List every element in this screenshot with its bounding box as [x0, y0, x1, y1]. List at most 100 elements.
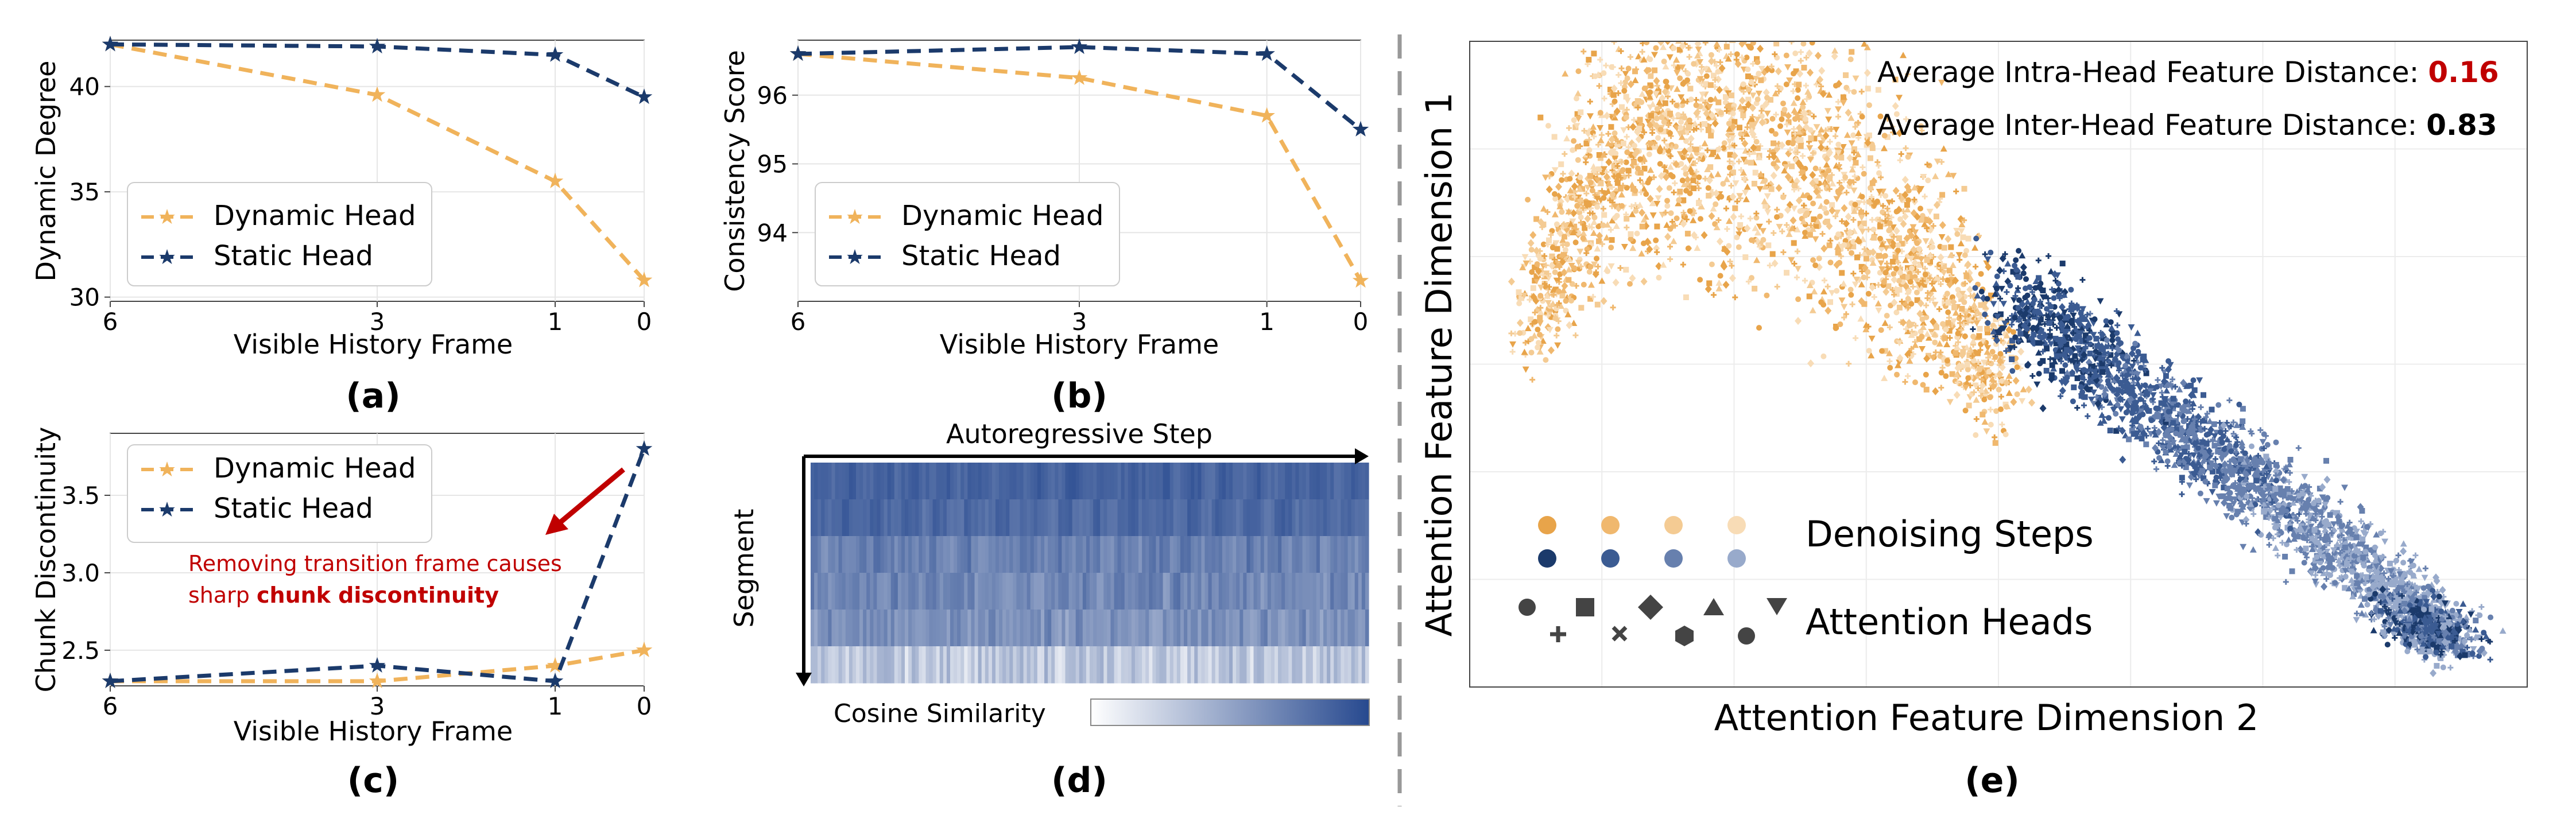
- scatter-point: [2012, 334, 2019, 340]
- scatter-point: [1856, 5, 1863, 13]
- heatmap-cell: [912, 536, 916, 573]
- scatter-point: [1833, 261, 1841, 269]
- scatter-point: [1932, 339, 1938, 346]
- heatmap-cell: [1030, 536, 1035, 573]
- heatmap-cell: [1225, 573, 1230, 610]
- scatter-point: [1676, 130, 1683, 137]
- heatmap-cell: [1009, 646, 1013, 684]
- scatter-point: [1920, 173, 1927, 180]
- scatter-point: [1664, 232, 1672, 241]
- y-tick-label: 3.0: [61, 559, 100, 587]
- dynamic-head-marker: [547, 172, 564, 188]
- heatmap-cell: [960, 646, 964, 684]
- scatter-point: [1567, 187, 1574, 193]
- scatter-point: [1696, 174, 1702, 180]
- scatter-point: [1888, 302, 1894, 309]
- scatter-point: [1578, 109, 1584, 115]
- scatter-point: [1812, 262, 1819, 269]
- heatmap-cell: [1131, 499, 1136, 537]
- scatter-point: [1850, 270, 1857, 277]
- heatmap-cell: [1163, 463, 1167, 500]
- scatter-point: [2400, 560, 2407, 566]
- scatter-point: [2017, 347, 2025, 356]
- scatter-point: [1605, 131, 1612, 137]
- scatter-point: [1839, 28, 1845, 33]
- scatter-point: [1586, 223, 1593, 230]
- scatter-point: [1628, 236, 1634, 242]
- scatter-point: [2179, 405, 2186, 411]
- scatter-point: [1558, 302, 1565, 309]
- static-head-marker: [547, 672, 564, 688]
- scatter-point: [1576, 249, 1584, 255]
- heatmap-cell: [845, 499, 850, 537]
- scatter-point: [1853, 277, 1860, 284]
- scatter-point: [1509, 341, 1517, 348]
- heatmap-cell: [1285, 610, 1289, 647]
- scatter-point: [1761, 21, 1767, 26]
- heatmap-cell: [814, 499, 818, 537]
- heatmap-cell: [1257, 646, 1261, 684]
- scatter-point: [1605, 180, 1613, 187]
- scatter-point: [1899, 240, 1905, 247]
- scatter-point: [2146, 408, 2152, 414]
- heatmap-cell: [967, 646, 972, 684]
- scatter-point: [1902, 282, 1909, 290]
- scatter-point: [1924, 295, 1931, 301]
- scatter-point: [1955, 362, 1963, 370]
- heatmap-cell: [894, 646, 898, 684]
- heatmap-cell: [821, 499, 825, 537]
- scatter-point: [1859, 193, 1865, 200]
- scatter-point: [1575, 143, 1581, 150]
- scatter-point: [2090, 389, 2097, 396]
- heatmap-cell: [1299, 610, 1303, 647]
- heatmap-cell: [1201, 463, 1206, 500]
- scatter-point: [1689, 2, 1695, 8]
- scatter-point: [2197, 490, 2203, 496]
- scatter-point: [1681, 212, 1687, 218]
- heatmap-cell: [1218, 646, 1223, 684]
- scatter-point: [2342, 568, 2349, 575]
- scatter-point: [1953, 350, 1959, 356]
- heatmap-cell: [1306, 499, 1310, 537]
- heatmap-cell: [1295, 463, 1300, 500]
- heatmap-cell: [811, 536, 815, 573]
- scatter-point: [1754, 96, 1761, 103]
- scatter-point: [1823, 154, 1831, 163]
- scatter-point: [1785, 111, 1792, 120]
- scatter-point: [2010, 398, 2017, 406]
- scatter-point: [1711, 119, 1719, 128]
- heatmap-cell: [1149, 499, 1153, 537]
- scatter-point: [1959, 290, 1966, 297]
- heatmap-cell: [1222, 499, 1226, 537]
- scatter-point: [1784, 270, 1789, 276]
- heatmap-cell: [901, 463, 905, 500]
- heatmap-cell: [1128, 536, 1132, 573]
- heatmap-cell: [1048, 610, 1052, 647]
- scatter-point: [2308, 492, 2314, 499]
- heatmap-cell: [1020, 573, 1024, 610]
- heatmap-cell: [1082, 499, 1087, 537]
- scatter-point: [1850, 243, 1857, 250]
- scatter-point: [1746, 34, 1753, 40]
- heatmap-cell: [950, 499, 954, 537]
- heatmap-cell: [957, 463, 961, 500]
- scatter-point: [1563, 308, 1569, 314]
- scatter-point: [2327, 512, 2333, 518]
- scatter-point: [1566, 321, 1573, 329]
- scatter-point: [1527, 239, 1535, 247]
- scatter-point: [2229, 514, 2235, 521]
- scatter-point: [2014, 391, 2020, 397]
- heatmap-cell: [1327, 573, 1331, 610]
- scatter-point: [1635, 135, 1643, 143]
- scatter-point: [1901, 191, 1909, 199]
- heatmap-cell: [1124, 610, 1129, 647]
- heatmap-cell: [1334, 646, 1338, 684]
- scatter-point: [1829, 202, 1835, 208]
- scatter-point: [2190, 391, 2197, 398]
- scatter-point: [2142, 367, 2148, 373]
- scatter-point: [1790, 88, 1796, 94]
- scatter-point: [1919, 127, 1925, 134]
- scatter-point: [1858, 215, 1865, 222]
- scatter-point: [2286, 502, 2292, 508]
